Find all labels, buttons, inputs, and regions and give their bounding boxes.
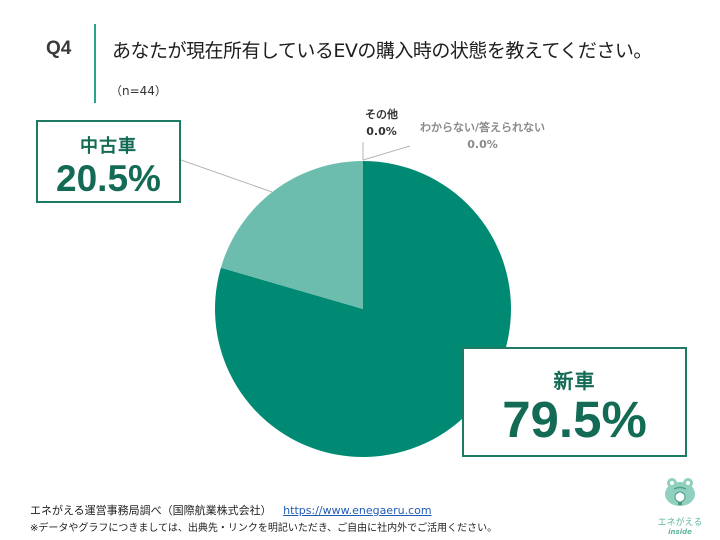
callout-new-car: 新車 79.5% [462, 347, 687, 457]
question-id: Q4 [46, 38, 72, 59]
label-unknown-category: わからない/答えられない [420, 121, 546, 134]
footer-source: エネがえる運営事務局調べ（国際航業株式会社） https://www.enega… [30, 502, 432, 518]
enegaeru-logo: エネがえる inside [650, 474, 710, 536]
label-other-percent: 0.0% [366, 125, 397, 138]
logo-name: エネがえる [657, 518, 703, 528]
source-text: エネがえる運営事務局調べ（国際航業株式会社） [30, 504, 272, 517]
logo-sub: inside [668, 528, 692, 536]
footer-note: ※データやグラフにつきましては、出典先・リンクを明記いただき、ご自由に社内外でご… [30, 523, 498, 534]
header-divider [94, 24, 96, 103]
source-link[interactable]: https://www.enegaeru.com [283, 504, 432, 517]
callout-used-car: 中古車 20.5% [36, 120, 181, 203]
callout-used-category: 中古車 [80, 136, 137, 157]
sample-size: （n=44） [110, 84, 167, 98]
label-other-category: その他 [365, 108, 398, 121]
frog-bulb-icon [665, 478, 695, 506]
label-unknown-percent: 0.0% [467, 138, 498, 151]
leader-line-unknown [362, 145, 411, 161]
callout-new-category: 新車 [553, 369, 596, 393]
leader-line-used [180, 159, 273, 193]
callout-used-percent: 20.5% [56, 158, 161, 199]
chart-title: あなたが現在所有しているEVの購入時の状態を教えてください。 [112, 40, 652, 62]
pie-slice-0 [214, 161, 511, 457]
label-unknown: わからない/答えられない 0.0% [420, 119, 545, 153]
label-other: その他 0.0% [365, 106, 398, 140]
pie-slices [214, 161, 511, 457]
pie-slice-1 [220, 161, 363, 309]
callout-new-percent: 79.5% [502, 391, 647, 448]
